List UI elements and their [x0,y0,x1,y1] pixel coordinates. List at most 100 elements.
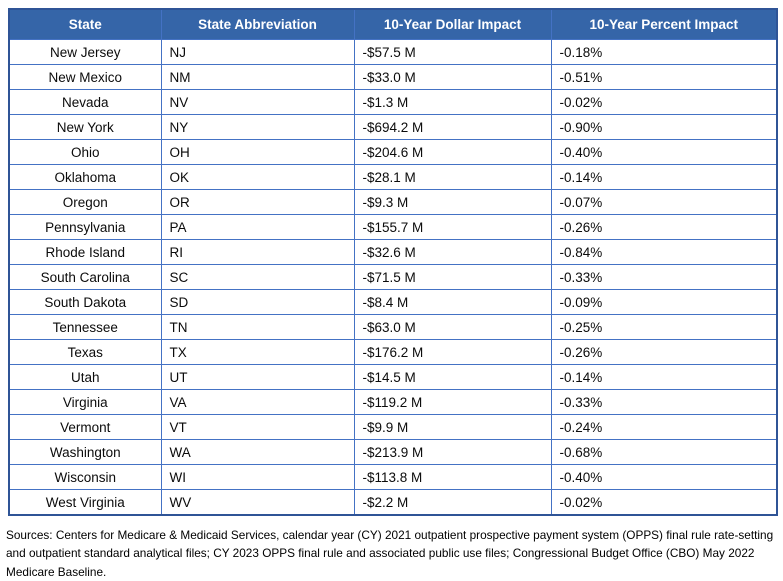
table-row: Ohio OH -$204.6 M -0.40% [8,139,778,165]
percent-cell: -0.07% [550,189,778,215]
abbr-cell: RI [160,239,355,265]
table-row: Vermont VT -$9.9 M -0.24% [8,414,778,440]
table-row: New York NY -$694.2 M -0.90% [8,114,778,140]
abbr-cell: VA [160,389,355,415]
abbr-cell: WV [160,489,355,516]
state-cell: Ohio [8,139,162,165]
table-row: Pennsylvania PA -$155.7 M -0.26% [8,214,778,240]
state-cell: Texas [8,339,162,365]
table-row: Nevada NV -$1.3 M -0.02% [8,89,778,115]
dollar-cell: -$9.9 M [353,414,552,440]
table-row: New Mexico NM -$33.0 M -0.51% [8,64,778,90]
dollar-cell: -$1.3 M [353,89,552,115]
table-row: Tennessee TN -$63.0 M -0.25% [8,314,778,340]
table-body: New Jersey NJ -$57.5 M -0.18% New Mexico… [8,39,778,516]
percent-cell: -0.25% [550,314,778,340]
abbr-cell: OK [160,164,355,190]
table-row: Virginia VA -$119.2 M -0.33% [8,389,778,415]
dollar-cell: -$14.5 M [353,364,552,390]
percent-cell: -0.26% [550,214,778,240]
abbr-cell: WI [160,464,355,490]
table-row: Texas TX -$176.2 M -0.26% [8,339,778,365]
dollar-cell: -$63.0 M [353,314,552,340]
percent-cell: -0.09% [550,289,778,315]
abbr-cell: NJ [160,39,355,65]
abbr-cell: NY [160,114,355,140]
percent-cell: -0.51% [550,64,778,90]
percent-cell: -0.24% [550,414,778,440]
table-row: Oregon OR -$9.3 M -0.07% [8,189,778,215]
state-cell: Rhode Island [8,239,162,265]
dollar-cell: -$2.2 M [353,489,552,516]
header-percent-impact: 10-Year Percent Impact [550,8,778,40]
abbr-cell: VT [160,414,355,440]
abbr-cell: NV [160,89,355,115]
abbr-cell: OH [160,139,355,165]
state-cell: Tennessee [8,314,162,340]
table-row: Wisconsin WI -$113.8 M -0.40% [8,464,778,490]
state-impact-table: State State Abbreviation 10-Year Dollar … [8,8,778,516]
abbr-cell: NM [160,64,355,90]
state-cell: Pennsylvania [8,214,162,240]
percent-cell: -0.33% [550,264,778,290]
abbr-cell: WA [160,439,355,465]
dollar-cell: -$113.8 M [353,464,552,490]
percent-cell: -0.68% [550,439,778,465]
abbr-cell: SC [160,264,355,290]
state-cell: West Virginia [8,489,162,516]
percent-cell: -0.40% [550,464,778,490]
percent-cell: -0.14% [550,164,778,190]
dollar-cell: -$155.7 M [353,214,552,240]
state-cell: Nevada [8,89,162,115]
header-state: State [8,8,162,40]
abbr-cell: PA [160,214,355,240]
state-cell: Washington [8,439,162,465]
table-header-row: State State Abbreviation 10-Year Dollar … [8,8,778,40]
percent-cell: -0.40% [550,139,778,165]
header-dollar-impact: 10-Year Dollar Impact [353,8,552,40]
state-cell: South Dakota [8,289,162,315]
percent-cell: -0.33% [550,389,778,415]
abbr-cell: TX [160,339,355,365]
dollar-cell: -$57.5 M [353,39,552,65]
dollar-cell: -$33.0 M [353,64,552,90]
state-cell: South Carolina [8,264,162,290]
state-cell: New Jersey [8,39,162,65]
table-row: Utah UT -$14.5 M -0.14% [8,364,778,390]
state-cell: Utah [8,364,162,390]
table-row: South Carolina SC -$71.5 M -0.33% [8,264,778,290]
abbr-cell: OR [160,189,355,215]
state-cell: Wisconsin [8,464,162,490]
dollar-cell: -$694.2 M [353,114,552,140]
percent-cell: -0.02% [550,89,778,115]
state-cell: Oklahoma [8,164,162,190]
dollar-cell: -$176.2 M [353,339,552,365]
abbr-cell: UT [160,364,355,390]
dollar-cell: -$119.2 M [353,389,552,415]
table-row: Washington WA -$213.9 M -0.68% [8,439,778,465]
state-cell: New Mexico [8,64,162,90]
dollar-cell: -$28.1 M [353,164,552,190]
state-cell: Oregon [8,189,162,215]
dollar-cell: -$32.6 M [353,239,552,265]
state-cell: New York [8,114,162,140]
dollar-cell: -$213.9 M [353,439,552,465]
header-state-abbreviation: State Abbreviation [160,8,355,40]
dollar-cell: -$8.4 M [353,289,552,315]
table-row: West Virginia WV -$2.2 M -0.02% [8,489,778,516]
dollar-cell: -$9.3 M [353,189,552,215]
table-row: Rhode Island RI -$32.6 M -0.84% [8,239,778,265]
percent-cell: -0.26% [550,339,778,365]
table-row: Oklahoma OK -$28.1 M -0.14% [8,164,778,190]
table-row: South Dakota SD -$8.4 M -0.09% [8,289,778,315]
dollar-cell: -$71.5 M [353,264,552,290]
abbr-cell: SD [160,289,355,315]
percent-cell: -0.90% [550,114,778,140]
state-cell: Virginia [8,389,162,415]
table-row: New Jersey NJ -$57.5 M -0.18% [8,39,778,65]
percent-cell: -0.18% [550,39,778,65]
percent-cell: -0.02% [550,489,778,516]
abbr-cell: TN [160,314,355,340]
dollar-cell: -$204.6 M [353,139,552,165]
